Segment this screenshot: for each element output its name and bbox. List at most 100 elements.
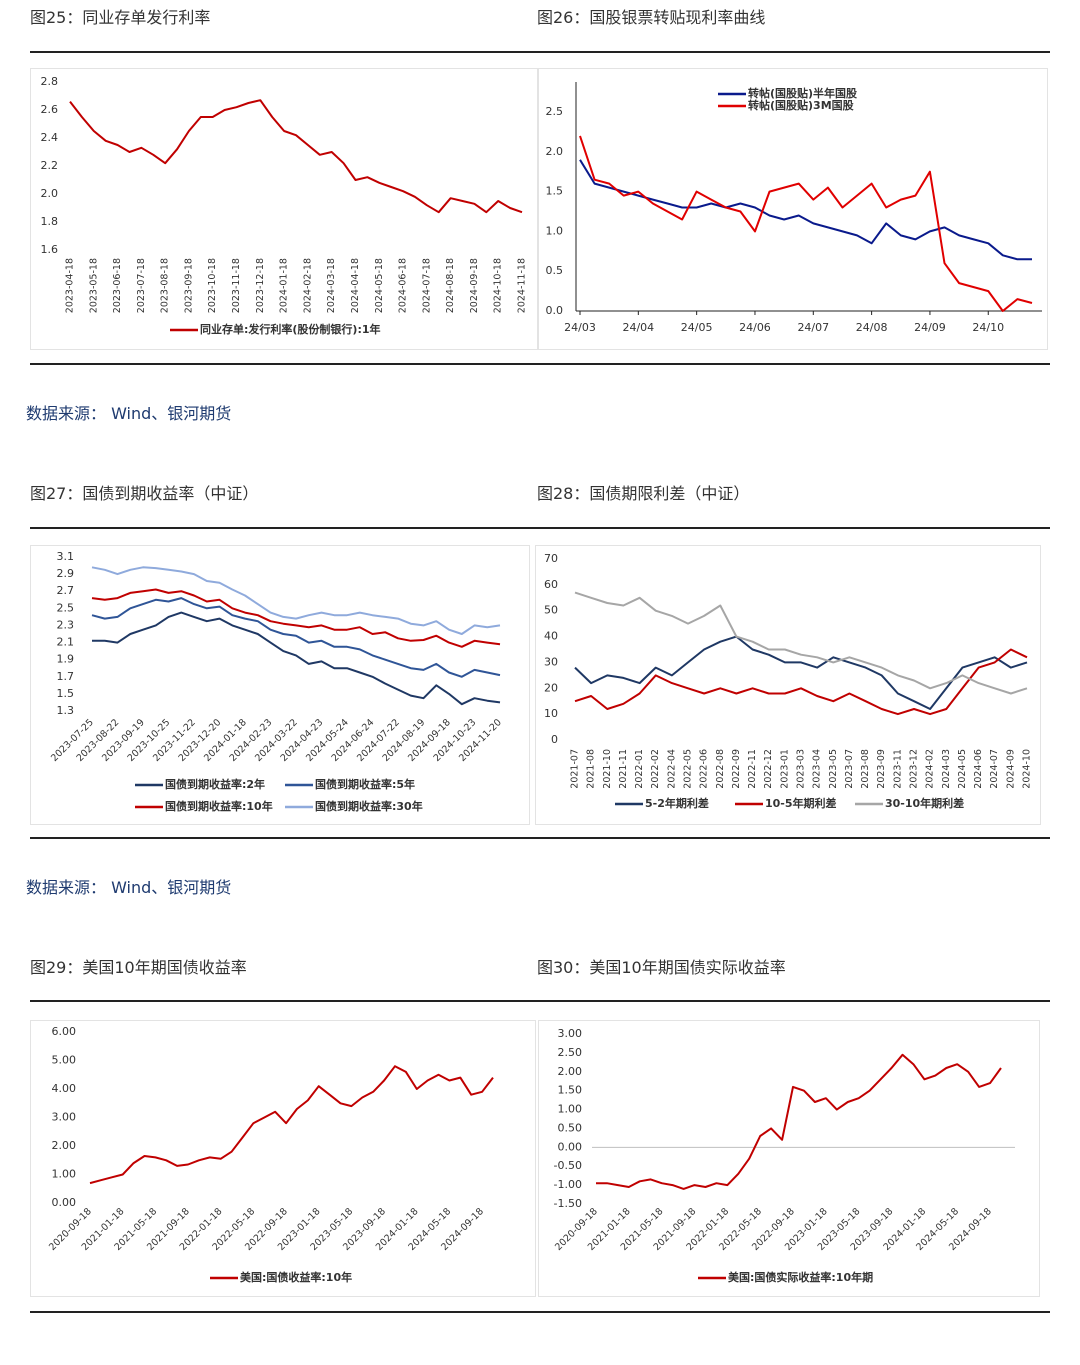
- x-tick-label: 2024-09: [1005, 749, 1016, 789]
- x-tick-label: 2023-06-18: [112, 258, 123, 313]
- y-tick-label: 2.00: [558, 1065, 583, 1078]
- y-tick-label: 2.4: [41, 131, 59, 144]
- x-tick-label: 2023-04-18: [65, 258, 76, 313]
- legend-label: 5-2年期利差: [645, 796, 709, 810]
- x-tick-label: 2023-09: [876, 749, 887, 789]
- y-tick-label: 1.50: [558, 1084, 583, 1097]
- y-tick-label: 1.6: [41, 243, 59, 256]
- y-tick-label: 60: [544, 578, 558, 591]
- rule: [30, 1000, 1050, 1002]
- legend-label: 美国:国债收益率:10年: [240, 1270, 352, 1284]
- series-line: [579, 135, 1033, 312]
- series-line: [69, 99, 523, 214]
- legend-label: 10-5年期利差: [765, 796, 837, 810]
- chart-frame: [538, 68, 1048, 350]
- y-tick-label: -1.50: [554, 1197, 582, 1210]
- x-tick-label: 24/10: [972, 321, 1004, 334]
- x-tick-label: 2024-02-18: [302, 258, 313, 313]
- series-line: [574, 635, 1028, 710]
- legend-label: 美国:国债实际收益率:10年期: [728, 1270, 873, 1284]
- chart-frame: [30, 1020, 536, 1297]
- rule: [30, 527, 1050, 529]
- x-tick-label: 2024-01-18: [279, 258, 290, 313]
- x-tick-label: 2024-04-18: [350, 258, 361, 313]
- y-tick-label: 2.8: [41, 75, 59, 88]
- series-line: [89, 1065, 494, 1185]
- figure-caption: 图30：美国10年期国债实际收益率: [537, 958, 786, 977]
- y-tick-label: 10: [544, 707, 558, 720]
- x-tick-label: 2023-05: [828, 749, 839, 789]
- series-line: [91, 597, 501, 678]
- y-tick-label: 1.00: [558, 1103, 583, 1116]
- y-tick-label: 2.2: [41, 159, 59, 172]
- x-tick-label: 2024-08-18: [445, 258, 456, 313]
- y-tick-label: 20: [544, 681, 558, 694]
- x-tick-label: 2024-10: [1022, 749, 1033, 789]
- x-tick-label: 2023-04: [812, 749, 823, 789]
- series-line: [91, 566, 501, 635]
- source-note: 数据来源： Wind、银河期货: [26, 404, 232, 423]
- legend-label: 转帖(国股贴)半年国股: [748, 86, 858, 100]
- x-tick-label: 2024-06: [973, 749, 984, 789]
- y-tick-label: 2.50: [558, 1046, 583, 1059]
- x-tick-label: 2024-07-18: [421, 258, 432, 313]
- x-tick-label: 2023-11: [892, 749, 903, 789]
- x-tick-label: 2024-03: [941, 749, 952, 789]
- figure-caption: 图28：国债期限利差（中证）: [537, 484, 750, 503]
- y-tick-label: -0.50: [554, 1159, 582, 1172]
- legend-label: 国债到期收益率:2年: [165, 777, 265, 791]
- y-tick-label: 2.5: [546, 105, 564, 118]
- x-tick-label: 2022-01: [634, 749, 645, 789]
- x-tick-label: 2022-06: [699, 749, 710, 789]
- x-tick-label: 2022-05: [683, 749, 694, 789]
- rule: [30, 51, 1050, 53]
- chart: 1.6 1.8 2.0 2.2 2.4 2.6 2.8 2023-04-18 2023-05-1…: [41, 75, 528, 336]
- series-line: [91, 588, 501, 648]
- x-tick-label: 2022-09: [731, 749, 742, 789]
- series-line: [92, 611, 501, 706]
- chart: 0.001.002.003.004.005.006.002020-09-1820…: [47, 1025, 494, 1284]
- x-tick-label: 24/07: [797, 321, 829, 334]
- y-tick-label: 3.00: [52, 1111, 77, 1124]
- y-tick-label: 2.7: [57, 584, 75, 597]
- x-tick-label: 2024-09-18: [469, 258, 480, 313]
- y-tick-label: 2.00: [52, 1139, 77, 1152]
- x-tick-label: 2024-05-18: [374, 258, 385, 313]
- y-tick-label: 4.00: [52, 1082, 77, 1095]
- x-tick-label: 24/04: [622, 321, 654, 334]
- x-tick-label: 2023-03: [796, 749, 807, 789]
- series-line: [579, 159, 1032, 261]
- x-tick-label: 2021-11: [618, 749, 629, 789]
- x-tick-label: 24/09: [914, 321, 946, 334]
- x-tick-label: 2022-12: [763, 749, 774, 789]
- x-tick-label: 2022-08: [715, 749, 726, 789]
- x-tick-label: 2024-10-18: [493, 258, 504, 313]
- legend-label: 国债到期收益率:10年: [165, 799, 273, 813]
- y-tick-label: 0.00: [558, 1140, 583, 1153]
- rule: [30, 363, 1050, 365]
- figure-caption: 图25：同业存单发行利率: [30, 8, 211, 27]
- y-tick-label: 3.00: [558, 1027, 583, 1040]
- y-tick-label: 6.00: [52, 1025, 77, 1038]
- y-tick-label: 2.0: [41, 187, 59, 200]
- y-tick-label: -1.00: [554, 1178, 582, 1191]
- x-tick-label: 2022-11: [747, 749, 758, 789]
- x-tick-label: 2023-09-18: [183, 258, 194, 313]
- x-tick-label: 2023-12-18: [255, 258, 266, 313]
- x-tick-label: 2023-11-18: [231, 258, 242, 313]
- y-tick-label: 70: [544, 552, 558, 565]
- y-tick-label: 0.50: [558, 1121, 583, 1134]
- x-tick-label: 2023-01: [779, 749, 790, 789]
- y-tick-label: 0: [551, 733, 558, 746]
- legend-label: 30-10年期利差: [885, 796, 964, 810]
- chart-frame: [30, 545, 530, 825]
- y-tick-label: 0.00: [52, 1196, 77, 1209]
- x-tick-label: 2024-07: [989, 749, 1000, 789]
- y-tick-label: 2.3: [57, 618, 75, 631]
- x-tick-label: 2023-10-18: [207, 258, 218, 313]
- y-tick-label: 3.1: [57, 550, 75, 563]
- y-tick-label: 0.0: [546, 304, 564, 317]
- rule: [30, 837, 1050, 839]
- x-tick-label: 2022-04: [666, 749, 677, 789]
- legend-label: 同业存单:发行利率(股份制银行):1年: [200, 322, 381, 336]
